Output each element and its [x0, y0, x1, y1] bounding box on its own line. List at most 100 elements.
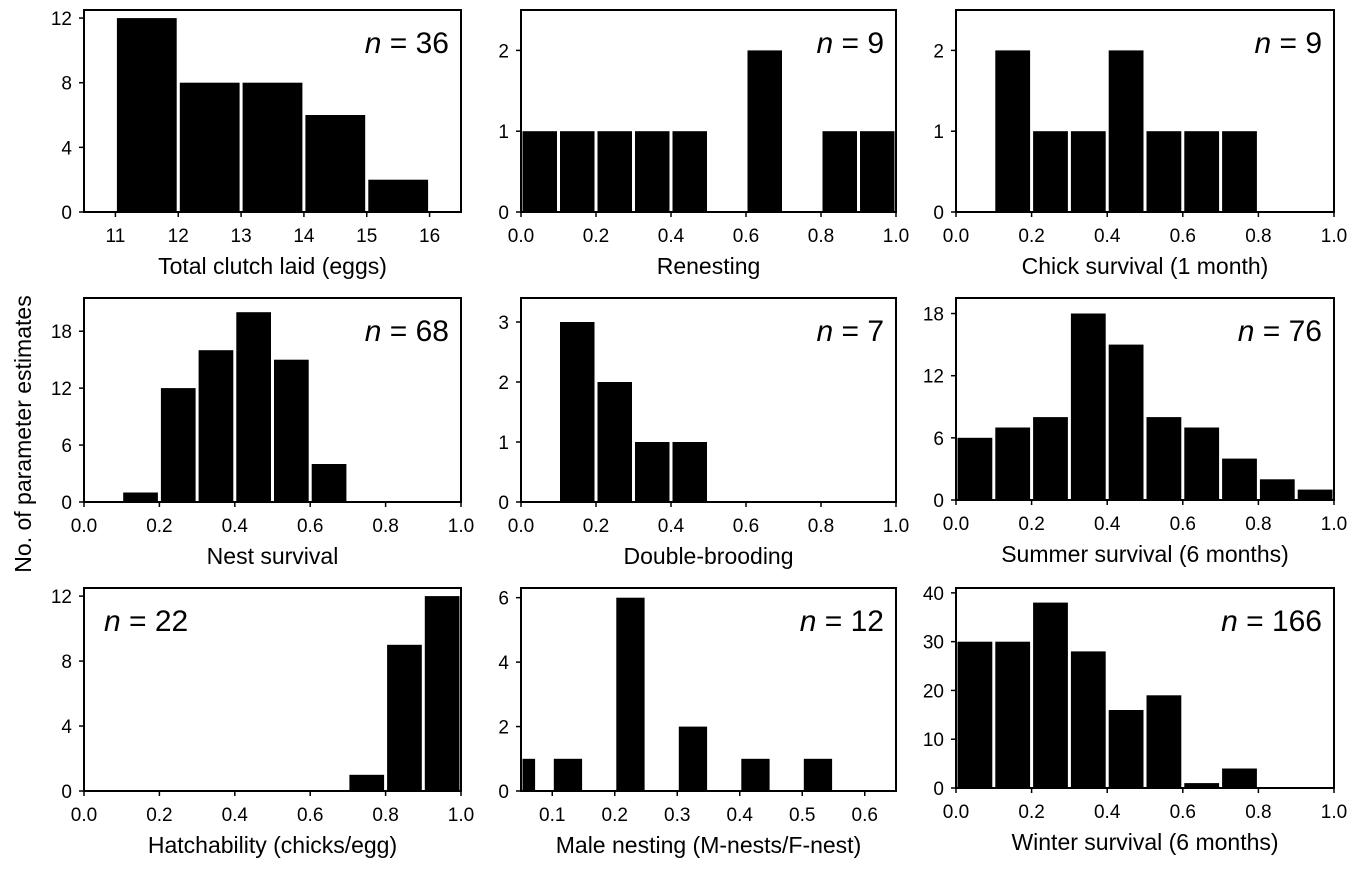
y-tick-label: 4: [61, 717, 72, 738]
y-tick-label: 12: [51, 9, 72, 30]
y-tick-label: 0: [61, 203, 72, 224]
bar: [1070, 131, 1106, 212]
n-value: = 12: [816, 605, 884, 638]
bar: [860, 131, 895, 212]
x-tick-label: 1.0: [1321, 226, 1347, 247]
x-tick-label: 0.8: [1245, 802, 1271, 823]
sample-size-label: n = 7: [816, 315, 884, 348]
bar: [160, 388, 196, 502]
x-axis-label: Summer survival (6 months): [1001, 541, 1289, 567]
sample-size-label: n = 166: [1221, 605, 1322, 638]
y-tick-label: 2: [498, 718, 509, 739]
x-tick-label: 0.2: [146, 516, 172, 537]
bar: [522, 131, 557, 212]
bar: [1146, 131, 1182, 212]
bar: [678, 726, 708, 791]
y-tick-label: 10: [923, 730, 944, 751]
bar: [1070, 651, 1106, 788]
x-tick-label: 0.2: [1018, 802, 1044, 823]
y-tick-label: 0: [61, 782, 72, 803]
x-tick-label: 11: [106, 226, 126, 247]
x-axis-label: Renesting: [657, 253, 761, 279]
x-axis-label: Chick survival (1 month): [1022, 253, 1269, 279]
y-tick-label: 2: [498, 41, 509, 62]
bar: [305, 115, 366, 212]
bar: [747, 50, 782, 213]
y-tick-label: 0: [498, 203, 509, 224]
x-tick-label: 0.0: [943, 802, 969, 823]
x-tick-label: 0.8: [808, 516, 834, 537]
x-tick-label: 15: [356, 226, 377, 247]
bar: [1184, 783, 1220, 788]
y-tick-label: 1: [498, 433, 509, 454]
bar: [1108, 50, 1144, 213]
x-tick-label: 1.0: [1321, 514, 1347, 535]
n-symbol: n: [1254, 27, 1271, 60]
x-tick-label: 1.0: [448, 516, 474, 537]
x-tick-label: 0.6: [733, 516, 759, 537]
x-tick-label: 1.0: [883, 226, 909, 247]
plot-frame: [83, 297, 462, 503]
x-tick-label: 0.2: [1018, 226, 1044, 247]
x-tick-label: 0.3: [664, 805, 690, 826]
bar: [822, 131, 857, 212]
y-tick-label: 18: [51, 322, 72, 343]
y-tick-label: 12: [923, 367, 944, 388]
x-tick-label: 0.4: [222, 805, 249, 826]
x-axis-label: Nest survival: [207, 543, 339, 569]
bar: [597, 131, 632, 212]
bar: [957, 437, 993, 500]
plot-frame: [955, 297, 1335, 501]
x-tick-label: 0.8: [1245, 514, 1271, 535]
x-tick-label: 0.2: [1018, 514, 1044, 535]
x-axis-label: Double-brooding: [623, 543, 793, 569]
bar: [553, 758, 583, 791]
panel-5: 0.0 0.2 0.4 0.6 0.8 1.0 0 1 2 3 Double-brooding n =…: [498, 297, 909, 569]
bar: [236, 312, 271, 502]
n-symbol: n: [104, 605, 121, 638]
x-tick-label: 0.2: [583, 226, 609, 247]
n-symbol: n: [816, 27, 833, 60]
x-tick-label: 0.0: [508, 516, 534, 537]
n-value: = 166: [1238, 605, 1322, 638]
sample-size-label: n = 9: [1254, 27, 1322, 60]
bar: [1033, 602, 1068, 788]
x-tick-label: 0.6: [297, 805, 323, 826]
bar: [1146, 417, 1182, 500]
panel-6: 0.0 0.2 0.4 0.6 0.8 1.0 0 6 12 18 Summer survival …: [923, 297, 1347, 567]
bar: [116, 18, 177, 212]
x-tick-label: 0.6: [1170, 226, 1196, 247]
bar: [1184, 131, 1220, 212]
sample-size-label: n = 12: [800, 605, 884, 638]
plot-frame: [83, 9, 462, 213]
bar: [1033, 131, 1068, 212]
bar: [1222, 768, 1257, 788]
y-tick-label: 12: [51, 587, 72, 608]
sample-size-label: n = 9: [816, 27, 884, 60]
x-tick-label: 0.0: [943, 514, 969, 535]
plot-frame: [83, 587, 462, 792]
x-axis-label: Hatchability (chicks/egg): [148, 832, 397, 858]
plot-frame: [955, 9, 1335, 213]
panel-2: 0.0 0.2 0.4 0.6 0.8 1.0 0 1 2 Renesting n = 9: [498, 9, 909, 279]
y-tick-label: 1: [933, 122, 944, 143]
y-tick-label: 18: [923, 305, 944, 326]
y-tick-label: 0: [498, 782, 509, 803]
y-tick-label: 0: [498, 493, 509, 514]
n-value: = 68: [381, 315, 449, 348]
x-tick-label: 0.8: [372, 805, 398, 826]
x-tick-label: 0.5: [789, 805, 815, 826]
bar: [597, 382, 632, 502]
x-tick-label: 0.0: [71, 805, 97, 826]
x-tick-label: 1.0: [883, 516, 909, 537]
y-tick-label: 6: [933, 429, 944, 450]
bar: [522, 758, 536, 791]
y-tick-label: 12: [51, 379, 72, 400]
n-value: = 7: [833, 315, 884, 348]
x-tick-label: 13: [231, 226, 252, 247]
bar: [1222, 458, 1257, 500]
x-tick-label: 12: [168, 226, 189, 247]
x-tick-label: 0.4: [1094, 226, 1121, 247]
bar: [995, 641, 1031, 788]
